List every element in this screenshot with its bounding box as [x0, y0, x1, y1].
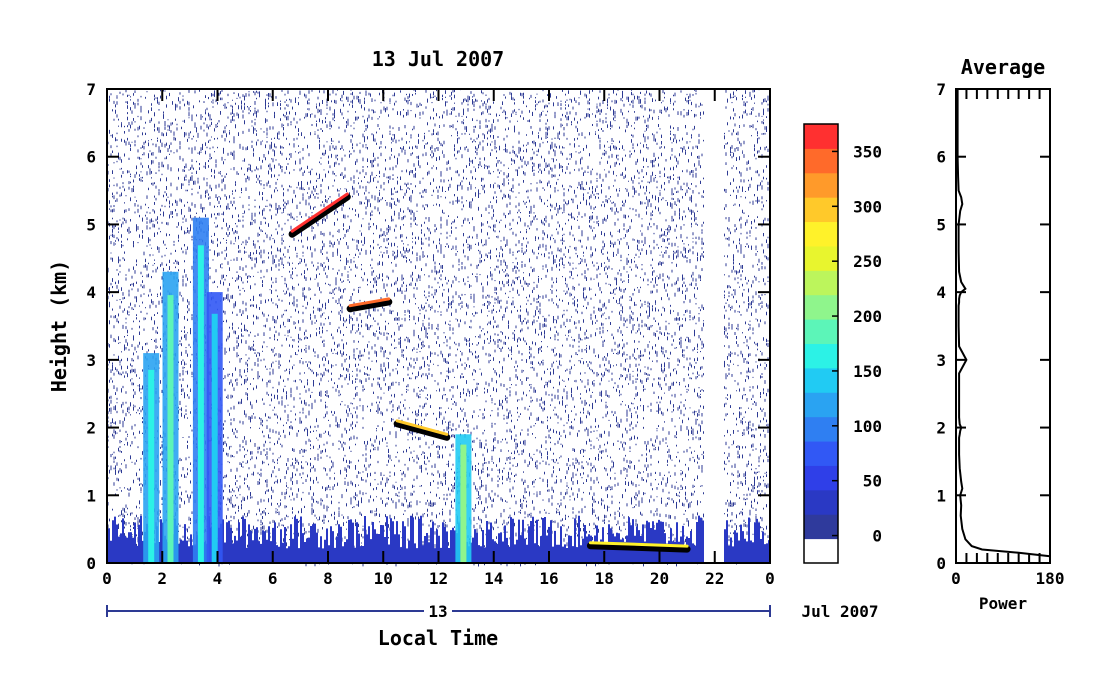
x-tick-label: 16 — [539, 569, 558, 588]
average-y-tick-label: 2 — [936, 419, 946, 438]
colorbar-swatch — [804, 172, 838, 198]
date-axis-label-bg — [424, 602, 452, 620]
x-tick-label: 4 — [213, 569, 223, 588]
colorbar-swatch — [804, 538, 838, 564]
rain-column-core — [211, 313, 218, 563]
date-axis-day: 13 — [428, 602, 447, 621]
average-frame — [955, 88, 1051, 564]
colorbar-swatches — [804, 124, 838, 564]
x-tick-label: 18 — [595, 569, 614, 588]
echo-layer-outline — [288, 193, 351, 238]
heatmap-x-ticks: 0 2 4 6 8 10 12 14 16 18 20 22 0 — [102, 89, 775, 588]
x-tick-label: 20 — [650, 569, 669, 588]
colorbar-tick-label: 350 — [853, 142, 882, 161]
average-y-tick-label: 7 — [936, 80, 946, 99]
echo-layer-outline — [346, 298, 393, 313]
average-profile-line — [956, 89, 1051, 558]
echo-layer-outline — [586, 542, 691, 553]
echo-layer — [588, 541, 689, 548]
y-tick-label: 0 — [86, 554, 96, 573]
colorbar-tick-label: 150 — [853, 362, 882, 381]
rain-column-core — [148, 369, 155, 563]
colorbar-tick-label: 0 — [872, 527, 882, 546]
colorbar-swatch — [804, 221, 838, 247]
rain-column-core — [197, 245, 204, 564]
average-y-tick-label: 3 — [936, 351, 946, 370]
colorbar-swatch — [804, 148, 838, 174]
colorbar-tick-label: 200 — [853, 307, 882, 326]
x-tick-label: 0 — [765, 569, 775, 588]
colorbar-swatch — [804, 392, 838, 418]
x-tick-label: 8 — [323, 569, 333, 588]
colorbar-frame — [803, 123, 839, 564]
average-panel: Average 0 1 2 3 4 5 6 7 0 180 Power — [936, 55, 1064, 613]
x-tick-label: 10 — [374, 569, 393, 588]
colorbar-swatch — [804, 245, 838, 271]
average-y-tick-label: 1 — [936, 486, 946, 505]
average-x-tick-label: 180 — [1036, 569, 1065, 588]
colorbar-tick-label: 100 — [853, 417, 882, 436]
x-tick-label: 0 — [102, 569, 112, 588]
average-y-tick-label: 5 — [936, 215, 946, 234]
average-profile — [956, 89, 1051, 558]
echo-layer — [395, 419, 449, 436]
average-x-ticks: 0 180 — [951, 89, 1064, 588]
date-axis: 13 Jul 2007 — [106, 602, 879, 621]
colorbar-swatch — [804, 343, 838, 369]
heatmap-title: 13 Jul 2007 — [372, 47, 504, 71]
echo-layer-outline — [393, 420, 451, 441]
x-tick-label: 6 — [268, 569, 278, 588]
colorbar-tick-label: 300 — [853, 197, 882, 216]
colorbar-swatch — [804, 441, 838, 466]
colorbar-ticks: 0 50 100 150 200 250 300 350 — [832, 142, 882, 546]
average-y-tick-label: 6 — [936, 148, 946, 167]
colorbar-swatch — [804, 489, 838, 515]
colorbar-swatch — [804, 270, 838, 296]
colorbar-swatch — [804, 465, 838, 491]
y-tick-label: 3 — [86, 351, 96, 370]
colorbar-swatch — [804, 367, 838, 393]
average-y-tick-label: 4 — [936, 283, 946, 302]
colorbar-swatch — [804, 416, 838, 442]
y-tick-label: 7 — [86, 80, 96, 99]
x-tick-label: 2 — [157, 569, 167, 588]
y-tick-label: 2 — [86, 419, 96, 438]
echo-layer — [348, 297, 391, 308]
colorbar-tick-label: 250 — [853, 252, 882, 271]
average-y-tick-label: 0 — [936, 554, 946, 573]
colorbar-swatch — [804, 197, 838, 223]
colorbar-tick-label: 50 — [863, 472, 882, 491]
colorbar-swatch — [804, 124, 838, 149]
y-tick-label: 4 — [86, 283, 96, 302]
average-x-axis-label: Power — [979, 594, 1027, 613]
heatmap-y-axis-label: Height (km) — [47, 260, 71, 392]
y-tick-label: 6 — [86, 148, 96, 167]
heatmap-x-axis-label: Local Time — [378, 626, 498, 650]
date-axis-month: Jul 2007 — [801, 602, 878, 621]
x-tick-label: 14 — [484, 569, 503, 588]
colorbar-swatch — [804, 319, 838, 344]
heatmap-y-ticks: 0 1 2 3 4 5 6 7 — [86, 80, 770, 573]
y-tick-label: 1 — [86, 486, 96, 505]
average-x-tick-label: 0 — [951, 569, 961, 588]
y-tick-label: 5 — [86, 215, 96, 234]
x-tick-label: 12 — [429, 569, 448, 588]
colorbar: 0 50 100 150 200 250 300 350 — [803, 123, 882, 564]
rain-column-core — [460, 444, 467, 563]
echo-layer — [290, 192, 349, 233]
average-title: Average — [961, 55, 1045, 79]
rain-column-core — [167, 295, 174, 563]
heatmap-plot-area — [106, 89, 770, 567]
x-tick-label: 22 — [705, 569, 724, 588]
